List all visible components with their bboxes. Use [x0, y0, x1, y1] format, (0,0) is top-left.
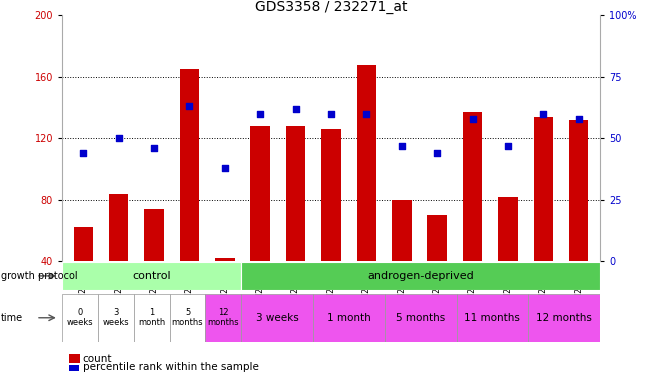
- Bar: [321, 129, 341, 261]
- Text: control: control: [133, 271, 171, 281]
- Bar: [109, 194, 128, 261]
- Bar: [286, 126, 306, 261]
- Bar: [569, 120, 588, 261]
- Bar: [385, 294, 456, 342]
- Point: [149, 145, 159, 151]
- Point: [184, 103, 194, 109]
- Point: [78, 150, 88, 156]
- Bar: [528, 294, 600, 342]
- Bar: [428, 215, 447, 261]
- Text: 0
weeks: 0 weeks: [66, 308, 93, 328]
- Bar: [179, 69, 199, 261]
- Text: 5
months: 5 months: [172, 308, 203, 328]
- Point: [255, 111, 265, 117]
- Bar: [499, 197, 517, 261]
- Bar: [73, 227, 93, 261]
- Bar: [534, 117, 553, 261]
- Text: 5 months: 5 months: [396, 313, 445, 323]
- Bar: [215, 258, 235, 261]
- Bar: [463, 112, 482, 261]
- Text: 1
month: 1 month: [138, 308, 165, 328]
- Text: 12 months: 12 months: [536, 313, 592, 323]
- Text: 11 months: 11 months: [465, 313, 521, 323]
- Point: [220, 165, 230, 171]
- Point: [467, 116, 478, 122]
- Bar: [241, 262, 600, 290]
- Bar: [170, 294, 205, 342]
- Bar: [98, 294, 134, 342]
- Bar: [241, 294, 313, 342]
- Text: 3 weeks: 3 weeks: [256, 313, 298, 323]
- Text: 3
weeks: 3 weeks: [103, 308, 129, 328]
- Point: [502, 142, 513, 149]
- Bar: [456, 294, 528, 342]
- Text: percentile rank within the sample: percentile rank within the sample: [83, 362, 259, 372]
- Bar: [357, 65, 376, 261]
- Bar: [250, 126, 270, 261]
- Point: [291, 106, 301, 112]
- Point: [361, 111, 372, 117]
- Text: growth protocol: growth protocol: [1, 271, 77, 281]
- Bar: [62, 294, 98, 342]
- Point: [573, 116, 584, 122]
- Text: time: time: [1, 313, 23, 323]
- Point: [432, 150, 443, 156]
- Bar: [144, 209, 164, 261]
- Point: [114, 135, 124, 141]
- Title: GDS3358 / 232271_at: GDS3358 / 232271_at: [255, 0, 408, 14]
- Text: 12
months: 12 months: [207, 308, 239, 328]
- Bar: [134, 294, 170, 342]
- Bar: [392, 200, 411, 261]
- Bar: [62, 262, 241, 290]
- Point: [538, 111, 549, 117]
- Text: count: count: [83, 354, 112, 364]
- Text: 1 month: 1 month: [327, 313, 370, 323]
- Bar: [313, 294, 385, 342]
- Point: [326, 111, 336, 117]
- Bar: [205, 294, 241, 342]
- Point: [396, 142, 407, 149]
- Text: androgen-deprived: androgen-deprived: [367, 271, 474, 281]
